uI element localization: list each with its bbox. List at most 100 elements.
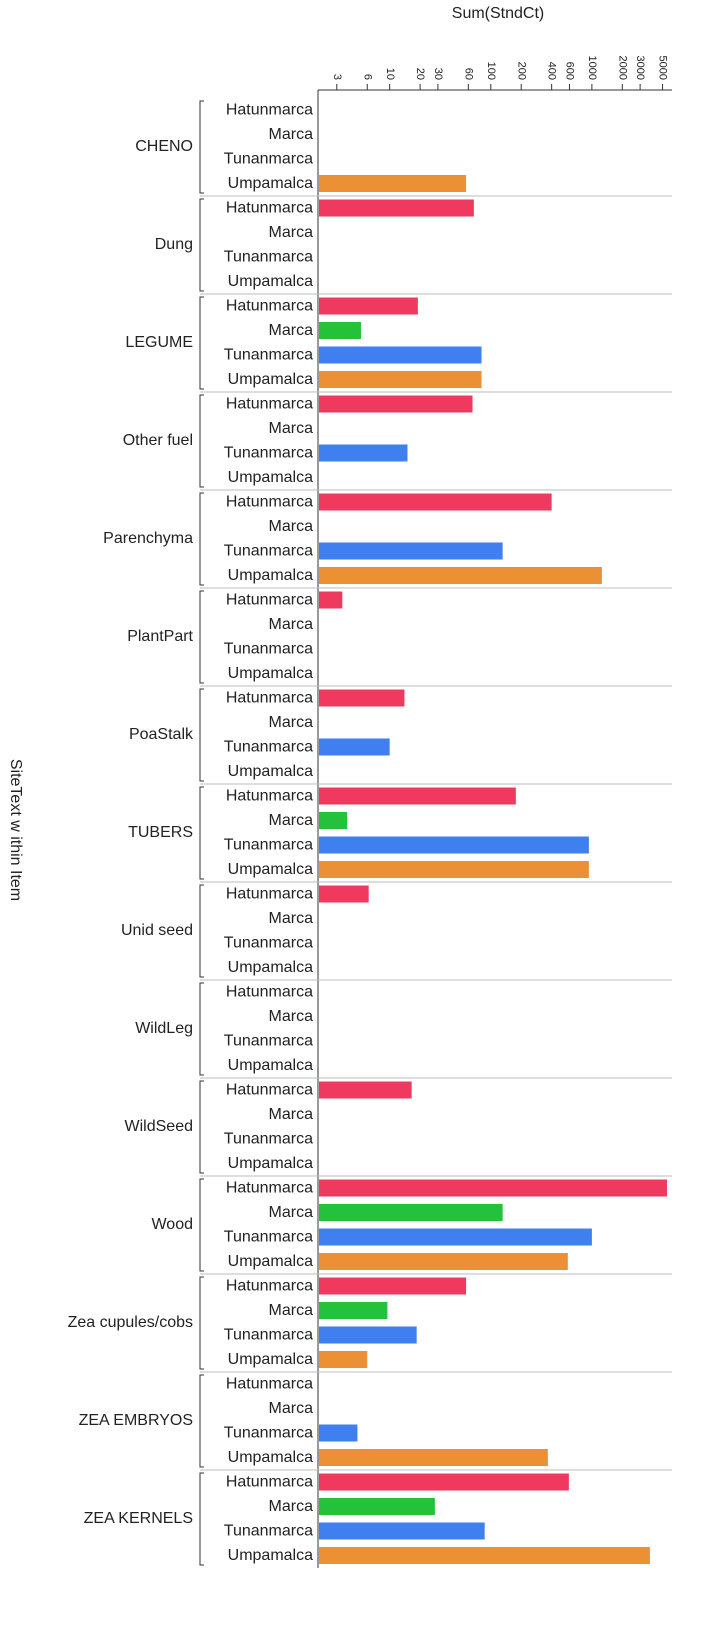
row-label: Tunanmarca — [224, 444, 313, 461]
x-tick-label: 400 — [546, 62, 558, 80]
group-bracket — [199, 1472, 204, 1566]
row-label: Tunanmarca — [224, 248, 313, 265]
bar — [319, 591, 343, 609]
row-label: Tunanmarca — [224, 836, 313, 853]
x-tick-label: 2000 — [616, 56, 628, 80]
bar — [319, 199, 474, 217]
row-label: Hatunmarca — [226, 983, 313, 1000]
bar — [319, 1277, 467, 1295]
row-label: Umpamalca — [228, 175, 313, 192]
row-label: Umpamalca — [228, 763, 313, 780]
bar — [319, 395, 473, 413]
row-label: Tunanmarca — [224, 934, 313, 951]
group-bracket — [199, 492, 204, 586]
bar — [319, 787, 516, 805]
bar — [319, 567, 602, 584]
row-label: Tunanmarca — [224, 1326, 313, 1343]
group-label: ZEA EMBRYOS — [79, 1412, 193, 1429]
group-bracket — [199, 1276, 204, 1370]
row-label: Hatunmarca — [226, 1473, 313, 1490]
group-label: Dung — [155, 236, 193, 253]
group-label: PlantPart — [127, 628, 193, 645]
x-tick-label: 30 — [432, 68, 444, 80]
row-label: Hatunmarca — [226, 199, 313, 216]
row-label: Hatunmarca — [226, 885, 313, 902]
row-label: Hatunmarca — [226, 591, 313, 608]
row-label: Marca — [269, 518, 314, 535]
x-tick-label: 200 — [515, 62, 527, 80]
row-label: Marca — [269, 1106, 314, 1123]
group-label: Wood — [151, 1216, 193, 1233]
x-tick-label: 6 — [361, 74, 373, 80]
row-label: Hatunmarca — [226, 395, 313, 412]
row-label: Tunanmarca — [224, 738, 313, 755]
row-label: Hatunmarca — [226, 101, 313, 118]
bar — [319, 542, 503, 560]
bar — [319, 1228, 592, 1246]
group-bracket — [199, 590, 204, 684]
x-tick-label: 600 — [564, 62, 576, 80]
bar — [319, 689, 405, 707]
group-label: Unid seed — [121, 922, 193, 939]
group-label: WildSeed — [125, 1118, 193, 1135]
bar — [319, 322, 361, 339]
row-label: Tunanmarca — [224, 1228, 313, 1245]
bar — [319, 175, 467, 192]
x-axis-title: Sum(StndCt) — [452, 5, 544, 22]
bar — [319, 297, 418, 315]
bar — [319, 861, 589, 878]
group-bracket — [199, 982, 204, 1076]
row-label: Umpamalca — [228, 371, 313, 388]
row-label: Marca — [269, 616, 314, 633]
row-label: Hatunmarca — [226, 787, 313, 804]
row-label: Marca — [269, 910, 314, 927]
row-label: Umpamalca — [228, 1253, 313, 1270]
row-label: Umpamalca — [228, 1155, 313, 1172]
group-label: TUBERS — [128, 824, 193, 841]
row-label: Tunanmarca — [224, 1130, 313, 1147]
bar — [319, 1302, 388, 1319]
row-label: Marca — [269, 126, 314, 143]
bar — [319, 812, 348, 829]
row-label: Umpamalca — [228, 567, 313, 584]
x-tick-label: 10 — [384, 68, 396, 80]
group-bracket — [199, 1374, 204, 1468]
group-bracket — [199, 198, 204, 292]
row-label: Tunanmarca — [224, 150, 313, 167]
row-label: Umpamalca — [228, 1449, 313, 1466]
x-tick-label: 60 — [462, 68, 474, 80]
group-bracket — [199, 884, 204, 978]
bar — [319, 346, 482, 364]
y-axis-title: SiteText w ithin Item — [7, 759, 24, 901]
x-tick-label: 5000 — [657, 56, 669, 80]
x-tick-label: 3 — [331, 74, 343, 80]
row-label: Umpamalca — [228, 1057, 313, 1074]
row-label: Marca — [269, 1400, 314, 1417]
row-label: Hatunmarca — [226, 297, 313, 314]
bar — [319, 836, 589, 854]
bar — [319, 1081, 412, 1099]
group-label: CHENO — [135, 138, 193, 155]
group-label: Other fuel — [123, 432, 193, 449]
group-bracket — [199, 786, 204, 880]
group-label: WildLeg — [135, 1020, 193, 1037]
row-label: Marca — [269, 322, 314, 339]
bar — [319, 1498, 435, 1515]
row-label: Marca — [269, 224, 314, 241]
group-bracket — [199, 1178, 204, 1272]
group-bracket — [199, 688, 204, 782]
row-label: Tunanmarca — [224, 1424, 313, 1441]
row-label: Marca — [269, 1008, 314, 1025]
row-label: Tunanmarca — [224, 1522, 313, 1539]
row-label: Marca — [269, 1302, 314, 1319]
group-label: Parenchyma — [103, 530, 193, 547]
x-tick-label: 1000 — [586, 56, 598, 80]
row-label: Hatunmarca — [226, 1179, 313, 1196]
row-label: Umpamalca — [228, 1547, 313, 1564]
row-label: Marca — [269, 714, 314, 731]
bar — [319, 1473, 569, 1491]
row-label: Umpamalca — [228, 1351, 313, 1368]
row-label: Marca — [269, 1498, 314, 1515]
bar — [319, 371, 482, 388]
